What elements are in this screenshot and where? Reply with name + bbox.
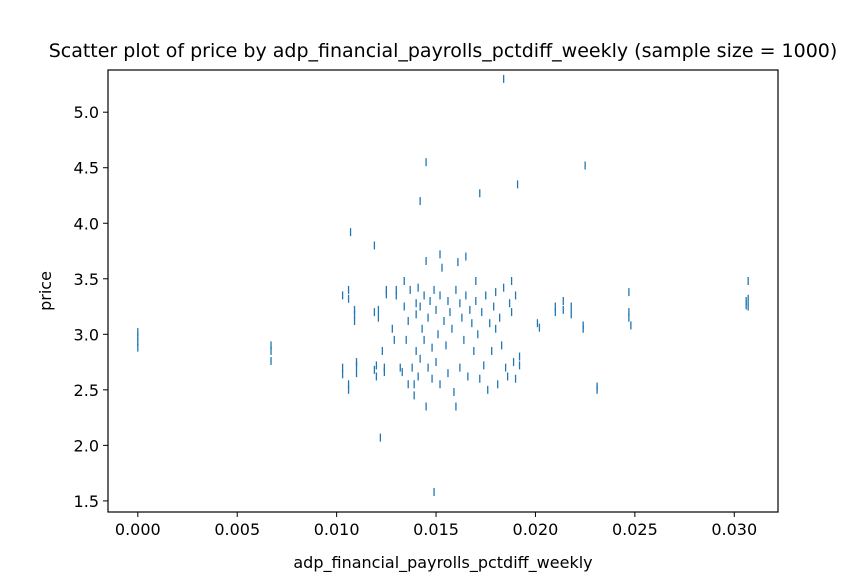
y-tick-label-2: 2.5 (74, 381, 99, 400)
x-tick-label-4: 0.020 (513, 520, 559, 539)
plot-area-frame (107, 69, 779, 513)
x-tick-label-0: 0.000 (115, 520, 161, 539)
x-axis-ticks: 0.000 0.005 0.010 0.015 0.020 0.025 0.030 (115, 512, 757, 539)
y-axis-label: price (36, 271, 55, 311)
x-axis-label: adp_financial_payrolls_pctdiff_weekly (293, 553, 592, 573)
chart-title: Scatter plot of price by adp_financial_p… (49, 40, 838, 62)
y-tick-label-3: 3.0 (74, 325, 99, 344)
y-tick-label-4: 3.5 (74, 270, 99, 289)
y-tick-label-1: 2.0 (74, 436, 99, 455)
x-tick-label-5: 0.025 (612, 520, 658, 539)
y-tick-label-7: 5.0 (74, 103, 99, 122)
x-tick-label-6: 0.030 (711, 520, 757, 539)
x-tick-label-3: 0.015 (413, 520, 459, 539)
data-points (137, 74, 749, 497)
y-tick-label-0: 1.5 (74, 492, 99, 511)
y-tick-label-6: 4.5 (74, 159, 99, 178)
y-axis-ticks: 1.5 2.0 2.5 3.0 3.5 4.0 4.5 5.0 (74, 103, 108, 511)
x-tick-label-1: 0.005 (214, 520, 260, 539)
x-tick-label-2: 0.010 (314, 520, 360, 539)
y-tick-label-5: 4.0 (74, 214, 99, 233)
